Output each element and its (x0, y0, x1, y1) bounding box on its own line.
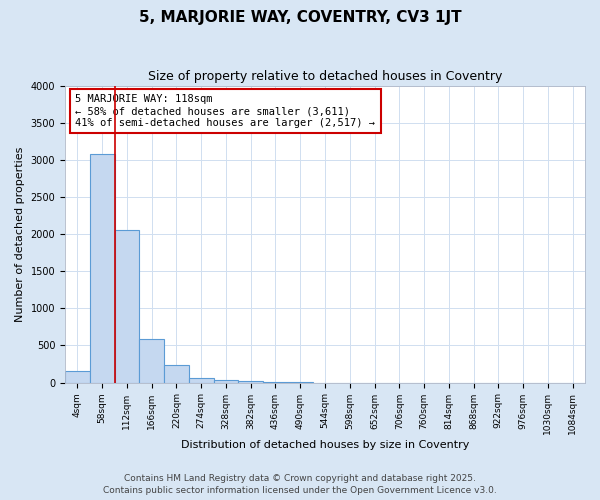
Bar (115, 230, 139, 382)
Title: Size of property relative to detached houses in Coventry: Size of property relative to detached ho… (148, 70, 502, 83)
Bar (214, 380, 238, 382)
Bar (164, 365, 189, 382)
Text: 5, MARJORIE WAY, COVENTRY, CV3 1JT: 5, MARJORIE WAY, COVENTRY, CV3 1JT (139, 10, 461, 25)
X-axis label: Distribution of detached houses by size in Coventry: Distribution of detached houses by size … (181, 440, 469, 450)
Bar (65, 372, 90, 382)
Bar (90, 154, 115, 382)
Bar (139, 339, 164, 382)
Text: Contains HM Land Registry data © Crown copyright and database right 2025.
Contai: Contains HM Land Registry data © Crown c… (103, 474, 497, 495)
Y-axis label: Number of detached properties: Number of detached properties (15, 146, 25, 322)
Text: 5 MARJORIE WAY: 118sqm
← 58% of detached houses are smaller (3,611)
41% of semi-: 5 MARJORIE WAY: 118sqm ← 58% of detached… (76, 94, 376, 128)
Bar (189, 378, 214, 382)
